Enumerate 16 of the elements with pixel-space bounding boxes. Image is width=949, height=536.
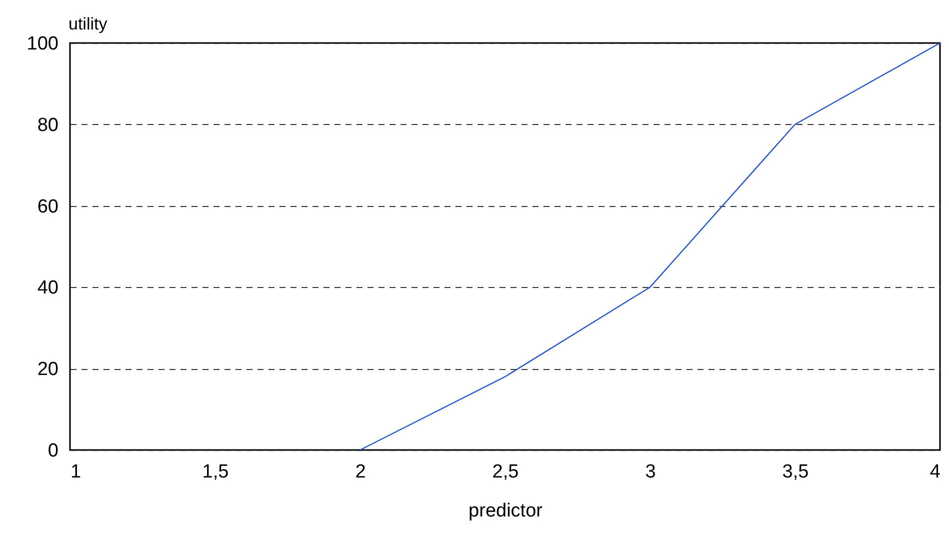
x-tick-label: 4	[930, 462, 941, 482]
y-tick-label: 0	[48, 440, 58, 462]
x-tick-label: 1,5	[202, 462, 229, 482]
line-series	[359, 42, 941, 451]
x-tick-label: 1	[70, 462, 82, 482]
y-tick-label: 60	[37, 196, 58, 218]
y-tick-label: 40	[37, 278, 58, 299]
y-axis-title: utility	[68, 14, 108, 34]
x-axis-title: predictor	[468, 500, 544, 522]
y-tick-label: 80	[37, 114, 58, 136]
x-tick-label: 2,5	[492, 462, 519, 482]
x-tick-label: 2	[355, 462, 366, 482]
y-tick-label: 20	[37, 359, 58, 380]
y-tick-label: 100	[26, 34, 58, 54]
x-tick-label: 3	[645, 462, 656, 482]
x-tick-label: 3,5	[782, 462, 809, 482]
